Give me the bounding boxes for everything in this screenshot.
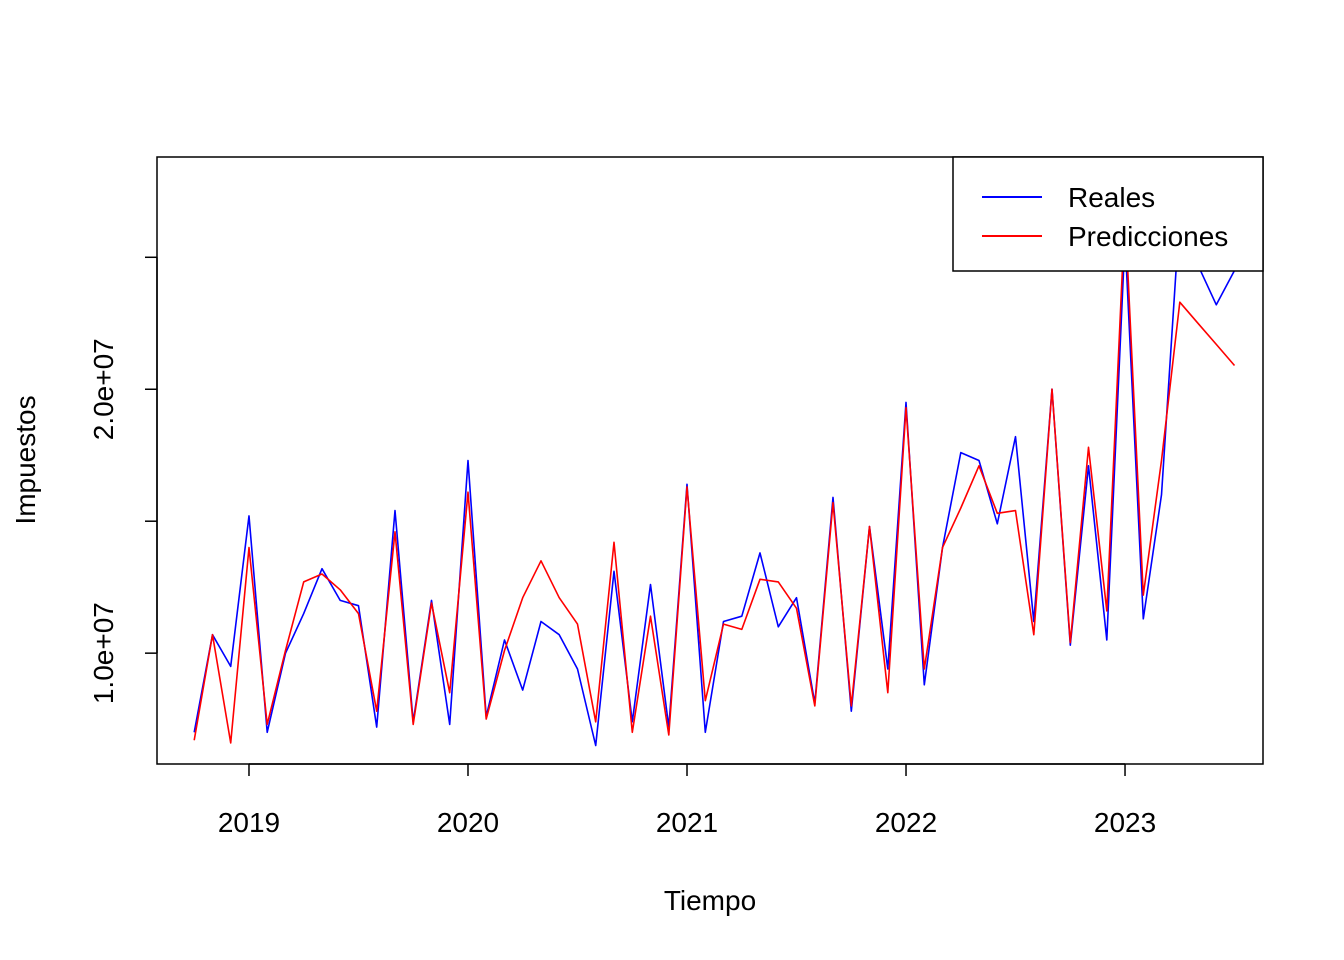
x-tick-label-4: 2023 [1094, 807, 1156, 838]
x-tick-label-2: 2021 [656, 807, 718, 838]
series-line-predicciones [193, 211, 1236, 744]
y-tick-label-2: 2.0e+07 [88, 338, 119, 440]
legend-label-predicciones: Predicciones [1068, 221, 1228, 252]
series-layer [193, 211, 1236, 747]
legend: Reales Predicciones [952, 156, 1264, 272]
x-tick-label-1: 2020 [437, 807, 499, 838]
x-tick-label-3: 2022 [875, 807, 937, 838]
y-axis: 1.0e+07 2.0e+07 [88, 256, 158, 704]
legend-label-reales: Reales [1068, 182, 1155, 213]
y-tick-label-0: 1.0e+07 [88, 602, 119, 704]
x-axis: 2019 2020 2021 2022 2023 [218, 763, 1156, 838]
y-axis-title: Impuestos [10, 395, 41, 524]
x-axis-title: Tiempo [664, 885, 756, 916]
x-tick-label-0: 2019 [218, 807, 280, 838]
legend-box [952, 156, 1264, 272]
